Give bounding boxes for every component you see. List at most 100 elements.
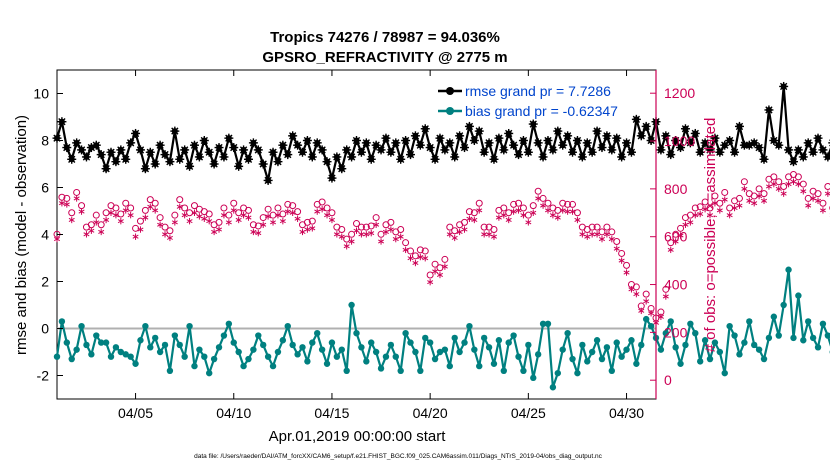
bias-point [319,346,325,352]
rmse-point [229,143,238,152]
rmse-point [67,155,76,164]
bias-point [751,342,757,348]
bias-point [756,346,762,352]
bias-point [456,349,462,355]
y-axis-right-label: # of obs: o=possible; ×=assimilated [702,118,719,353]
rmse-point [450,152,459,161]
obs-assimilated-point [737,202,743,208]
bias-point [805,318,811,324]
obs-assimilated-point [820,207,826,213]
bias-point [496,337,502,343]
rmse-point [597,143,606,152]
rmse-point [725,136,734,145]
y-left-tick-label: 6 [41,180,49,196]
rmse-point [82,152,91,161]
rmse-point [298,148,307,157]
legend-rmse-marker [446,87,454,95]
bias-point [235,349,241,355]
rmse-point [548,145,557,154]
bias-point [795,292,801,298]
rmse-point [97,150,106,159]
obs-assimilated-point [742,186,748,192]
bias-point [466,323,472,329]
bias-point [137,337,143,343]
rmse-point [431,155,440,164]
bias-point [162,342,168,348]
bias-point [289,342,295,348]
rmse-point [593,127,602,136]
rmse-point [185,162,194,171]
rmse-point [416,141,425,150]
obs-assimilated-point [727,212,733,218]
bias-point [569,356,575,362]
rmse-point [264,176,273,185]
bias-point [746,318,752,324]
bias-point [294,351,300,357]
bias-point [393,354,399,360]
chart-title: Tropics 74276 / 78987 = 94.036% [270,29,500,46]
bias-point [643,316,649,322]
rmse-point [357,148,366,157]
bias-point [422,335,428,341]
rmse-point [475,127,484,136]
bias-point [447,363,453,369]
rmse-point [494,134,503,143]
rmse-point [460,143,469,152]
y-left-tick-label: 2 [41,274,49,290]
obs-possible-point [815,191,821,197]
rmse-point [107,148,116,157]
rmse-point [509,141,518,150]
rmse-point [273,157,282,166]
rmse-point [529,120,538,129]
y-left-tick-label: 0 [41,321,49,337]
bias-point [69,356,75,362]
rmse-point [445,138,454,147]
bias-point [614,339,620,345]
rmse-point [254,145,263,154]
rmse-point [401,136,410,145]
bias-point [368,339,374,345]
bias-point [609,368,615,374]
bias-point [255,332,261,338]
rmse-point [764,105,773,114]
bias-point [677,361,683,367]
bias-point [530,375,536,381]
rmse-point [283,150,292,159]
bias-point [363,358,369,364]
y-right-tick-label: 0 [664,372,672,388]
rmse-point [131,129,140,138]
rmse-point [293,141,302,150]
bias-point [309,339,315,345]
rmse-point [435,134,444,143]
bias-point [741,339,747,345]
bias-point [113,344,119,350]
bias-point [638,342,644,348]
bias-point [147,344,153,350]
rmse-point [313,138,322,147]
bias-point [339,346,345,352]
obs-assimilated-point [805,202,811,208]
bias-point [594,337,600,343]
obs-possible-point [736,195,742,201]
rmse-point [799,152,808,161]
bias-point [672,344,678,350]
bias-point [584,358,590,364]
rmse-point [342,145,351,154]
bias-point [780,302,786,308]
rmse-point [568,148,577,157]
rmse-point [244,155,253,164]
rmse-point [318,145,327,154]
obs-possible-point [800,181,806,187]
rmse-point [210,160,219,169]
bias-point [343,368,349,374]
rmse-point [406,150,415,159]
bias-point [353,330,359,336]
rmse-point [219,152,228,161]
rmse-point [215,143,224,152]
bias-point [604,344,610,350]
rmse-point [126,138,135,147]
obs-possible-point [727,205,733,211]
rmse-point [53,134,62,143]
bias-point [314,330,320,336]
bias-point [181,354,187,360]
